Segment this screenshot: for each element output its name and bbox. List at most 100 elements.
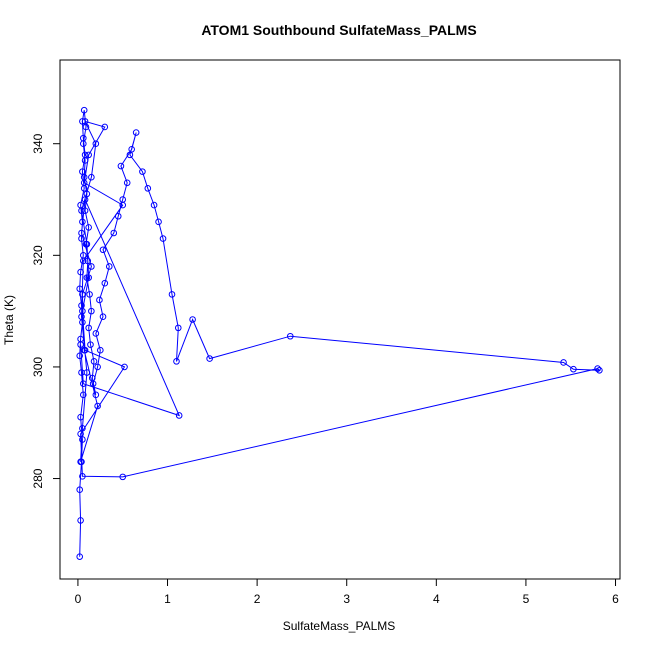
chart-title: ATOM1 Southbound SulfateMass_PALMS: [201, 22, 476, 38]
data-point: [83, 369, 91, 376]
plot-frame: [59, 59, 621, 580]
data-point: [80, 179, 88, 187]
y-tick-label: 340: [31, 133, 45, 153]
data-point: [76, 352, 84, 360]
data-point: [88, 263, 95, 270]
data-point: [128, 145, 135, 153]
data-point: [83, 240, 91, 248]
data-point: [79, 473, 86, 480]
data-point: [80, 346, 88, 354]
data-point: [81, 157, 89, 164]
data-point: [560, 359, 567, 366]
data-point: [94, 402, 101, 410]
data-point: [78, 229, 85, 237]
data-point: [286, 332, 294, 340]
x-tick-label: 0: [75, 592, 82, 606]
series-line: [79, 110, 601, 557]
data-point: [77, 458, 84, 466]
data-point: [174, 324, 182, 332]
data-point: [83, 190, 91, 198]
data-point: [79, 425, 86, 432]
data-point: [139, 168, 146, 175]
data-point: [150, 201, 158, 209]
data-point: [121, 363, 128, 371]
x-tick-label: 4: [433, 592, 440, 606]
x-axis: 0 1 2 3 4 5 6: [75, 578, 619, 606]
data-point: [94, 363, 101, 371]
data-point: [570, 365, 577, 373]
data-point: [86, 291, 93, 298]
data-point: [77, 413, 84, 421]
data-point: [85, 274, 92, 281]
data-point: [132, 129, 140, 136]
data-point: [76, 486, 84, 494]
data-point: [78, 207, 85, 214]
data-point: [173, 358, 180, 365]
data-point: [159, 235, 167, 242]
data-point: [155, 218, 162, 226]
data-point: [81, 207, 89, 214]
data-point: [77, 517, 84, 524]
data-point: [85, 224, 92, 231]
data-point: [85, 324, 92, 332]
data-point: [101, 123, 109, 131]
x-tick-label: 5: [523, 592, 530, 606]
data-point: [99, 246, 107, 254]
data-point: [126, 151, 134, 159]
data-point: [79, 218, 86, 226]
data-point: [88, 307, 95, 315]
data-point: [105, 263, 113, 270]
data-point: [189, 316, 196, 323]
data-point: [119, 201, 127, 209]
data-point: [80, 106, 88, 114]
data-point: [96, 296, 103, 304]
data-point: [79, 380, 87, 387]
x-tick-label: 6: [612, 592, 619, 606]
y-axis: 280 300 320 340: [31, 133, 61, 489]
data-point: [206, 355, 213, 362]
data-point: [79, 436, 86, 443]
data-point: [168, 291, 176, 298]
y-tick-label: 320: [31, 245, 45, 265]
y-tick-label: 300: [31, 357, 45, 377]
data-point: [92, 140, 100, 148]
data-point: [92, 330, 100, 337]
data-point: [79, 168, 86, 175]
y-tick-label: 280: [31, 468, 45, 488]
data-point: [110, 229, 118, 237]
x-tick-label: 1: [164, 592, 171, 606]
data-point: [85, 151, 92, 159]
data-point: [77, 268, 84, 276]
data-point: [83, 274, 91, 281]
data-point: [79, 118, 86, 125]
data-point: [596, 366, 603, 374]
data-point: [97, 346, 104, 354]
x-axis-label: SulfateMass_PALMS: [283, 619, 396, 633]
data-point: [175, 412, 183, 419]
data-point: [594, 365, 601, 372]
data-point: [88, 173, 95, 181]
data-point: [79, 391, 87, 399]
data-point: [114, 212, 122, 220]
data-point: [81, 118, 89, 125]
data-point: [117, 162, 125, 170]
data-point: [76, 553, 84, 560]
data-point: [76, 285, 84, 293]
series-layer: [76, 106, 603, 560]
data-point: [101, 279, 109, 287]
data-point: [89, 380, 97, 387]
data-point: [87, 341, 94, 348]
y-axis-label: Theta (K): [2, 295, 16, 345]
data-point: [79, 257, 87, 265]
data-point: [77, 341, 84, 348]
data-point: [119, 473, 127, 481]
data-point: [81, 196, 89, 203]
data-point: [92, 391, 100, 399]
data-point: [99, 313, 107, 321]
data-point: [84, 257, 92, 265]
data-point: [90, 358, 98, 365]
data-point: [79, 140, 87, 148]
data-point: [79, 291, 86, 298]
data-point: [78, 313, 85, 321]
